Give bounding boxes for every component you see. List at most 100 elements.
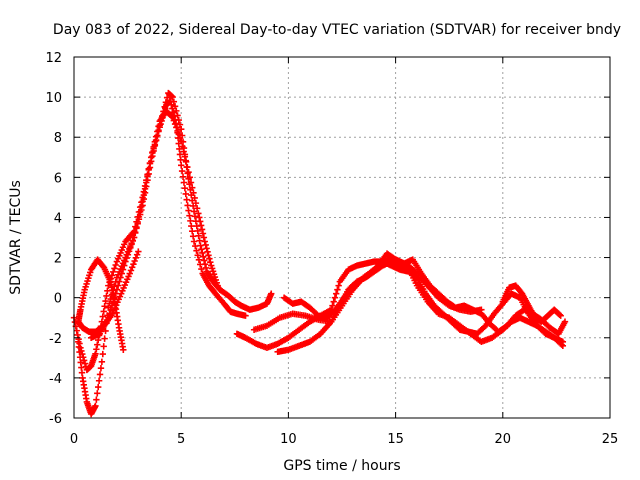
data-point xyxy=(119,266,127,273)
data-point xyxy=(141,185,149,192)
data-point xyxy=(189,227,196,235)
data-point xyxy=(183,196,190,203)
data-point xyxy=(214,282,221,289)
data-point xyxy=(169,113,176,121)
data-point xyxy=(138,203,145,210)
y-tick-label: 10 xyxy=(45,91,62,106)
data-point xyxy=(268,290,275,297)
data-point xyxy=(204,248,211,256)
data-point xyxy=(150,143,157,151)
data-point xyxy=(182,158,190,166)
data-point xyxy=(145,166,152,174)
data-point xyxy=(92,350,99,358)
data-point xyxy=(171,103,179,110)
data-point xyxy=(558,341,565,348)
data-point xyxy=(95,377,103,384)
data-point xyxy=(149,148,156,156)
data-point xyxy=(114,282,122,289)
data-point xyxy=(561,318,569,325)
y-tick-label: 2 xyxy=(54,252,62,267)
data-point xyxy=(116,278,123,285)
data-point xyxy=(94,341,101,348)
data-point xyxy=(133,223,140,231)
data-point xyxy=(133,251,141,258)
data-point xyxy=(185,168,192,176)
data-point xyxy=(187,179,195,186)
data-point xyxy=(179,143,186,150)
y-tick-label: 0 xyxy=(54,292,62,307)
data-point xyxy=(144,172,151,180)
data-point xyxy=(330,298,337,305)
data-point xyxy=(110,268,117,276)
data-point xyxy=(98,358,106,366)
data-point xyxy=(199,230,207,237)
data-point xyxy=(173,107,180,115)
data-marks xyxy=(70,89,569,418)
data-point xyxy=(202,241,209,249)
data-point xyxy=(195,210,202,217)
data-point xyxy=(147,154,155,161)
data-point xyxy=(126,270,133,277)
data-point xyxy=(93,346,100,353)
data-point xyxy=(146,160,154,167)
data-point xyxy=(135,248,142,255)
data-point xyxy=(189,233,197,240)
series-track-9 xyxy=(499,282,564,325)
data-point xyxy=(196,218,204,225)
data-point xyxy=(127,244,134,252)
data-point xyxy=(128,264,136,271)
data-point xyxy=(189,184,196,191)
data-point xyxy=(199,249,206,257)
data-point xyxy=(193,247,200,254)
data-point xyxy=(177,156,184,164)
x-tick-label: 25 xyxy=(602,432,619,447)
data-point xyxy=(200,253,207,260)
data-point xyxy=(186,174,193,181)
data-point xyxy=(193,205,201,212)
y-tick-label: -4 xyxy=(49,372,62,387)
data-point xyxy=(331,294,339,301)
data-point xyxy=(130,234,138,241)
plot-frame xyxy=(73,56,611,419)
data-point xyxy=(201,238,208,245)
data-point xyxy=(94,336,102,344)
data-point xyxy=(202,264,210,272)
data-point xyxy=(118,270,125,277)
data-point xyxy=(174,112,181,119)
data-point xyxy=(191,213,199,220)
data-point xyxy=(102,297,109,305)
data-point xyxy=(139,198,146,205)
data-point xyxy=(557,312,564,319)
data-point xyxy=(103,292,110,300)
data-point xyxy=(112,261,119,269)
data-point xyxy=(186,212,193,219)
data-point xyxy=(127,267,135,274)
data-point xyxy=(200,257,208,264)
data-point xyxy=(198,265,205,273)
data-point xyxy=(168,113,175,120)
data-point xyxy=(334,286,341,293)
data-point xyxy=(93,396,100,403)
data-point xyxy=(180,148,187,155)
data-point xyxy=(181,153,189,160)
data-point xyxy=(152,133,160,140)
data-point xyxy=(203,245,210,252)
data-point xyxy=(170,117,178,124)
x-tick-label: 10 xyxy=(280,432,297,447)
data-point xyxy=(205,252,212,259)
data-point xyxy=(173,124,180,131)
data-point xyxy=(196,237,203,244)
data-point xyxy=(128,241,135,248)
data-point xyxy=(96,371,104,378)
data-point xyxy=(101,335,108,342)
data-point xyxy=(178,138,185,145)
data-point xyxy=(125,248,133,255)
data-point xyxy=(187,217,194,225)
data-point xyxy=(178,162,185,169)
data-point xyxy=(124,251,132,258)
x-tick-label: 20 xyxy=(495,432,512,447)
data-point xyxy=(198,246,205,253)
data-point xyxy=(99,350,106,358)
data-point xyxy=(192,199,200,207)
data-point xyxy=(100,343,107,350)
